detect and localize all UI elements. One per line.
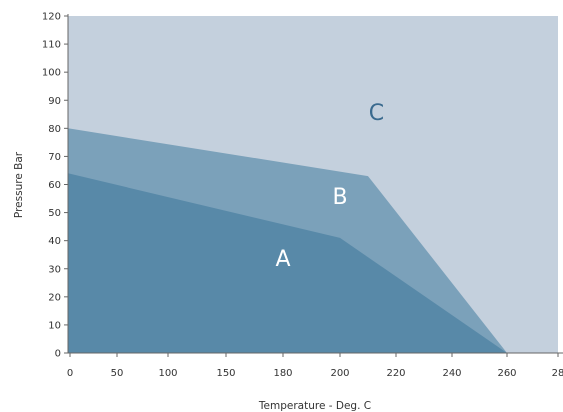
x-tick-label: 180 <box>273 368 292 379</box>
y-axis-title: Pressure Bar <box>13 151 25 218</box>
y-tick-label: 10 <box>48 320 61 331</box>
y-tick-label: 100 <box>42 68 61 79</box>
y-tick-label: 110 <box>42 40 61 51</box>
x-tick-label: 0 <box>67 368 73 379</box>
y-tick-label: 20 <box>48 292 61 303</box>
y-tick-label: 0 <box>55 349 61 360</box>
x-axis-ticks: 0 50 100 150 180 200 220 240 260 28 <box>67 353 563 379</box>
plot-area <box>68 16 558 353</box>
x-tick-label: 28 <box>552 368 563 379</box>
x-tick-label: 150 <box>216 368 235 379</box>
x-tick-label: 100 <box>158 368 177 379</box>
x-axis-title: Temperature - Deg. C <box>258 400 371 412</box>
y-tick-label: 80 <box>48 124 61 135</box>
x-tick-label: 260 <box>497 368 516 379</box>
y-tick-label: 40 <box>48 236 61 247</box>
region-labels: C B A <box>275 101 384 272</box>
x-tick-label: 220 <box>386 368 405 379</box>
y-tick-label: 70 <box>48 152 61 163</box>
y-tick-label: 120 <box>42 12 61 23</box>
x-tick-label: 50 <box>111 368 124 379</box>
y-tick-label: 60 <box>48 180 61 191</box>
x-tick-label: 200 <box>330 368 349 379</box>
y-tick-label: 50 <box>48 208 61 219</box>
x-tick-label: 240 <box>442 368 461 379</box>
region-a-label: A <box>275 247 290 272</box>
region-a-area <box>68 173 507 353</box>
y-tick-label: 30 <box>48 264 61 275</box>
y-axis-ticks: 0 10 20 30 40 50 60 70 80 90 100 110 120 <box>42 12 68 360</box>
region-b-label: B <box>332 185 347 210</box>
y-tick-label: 90 <box>48 96 61 107</box>
region-c-label: C <box>369 101 384 126</box>
